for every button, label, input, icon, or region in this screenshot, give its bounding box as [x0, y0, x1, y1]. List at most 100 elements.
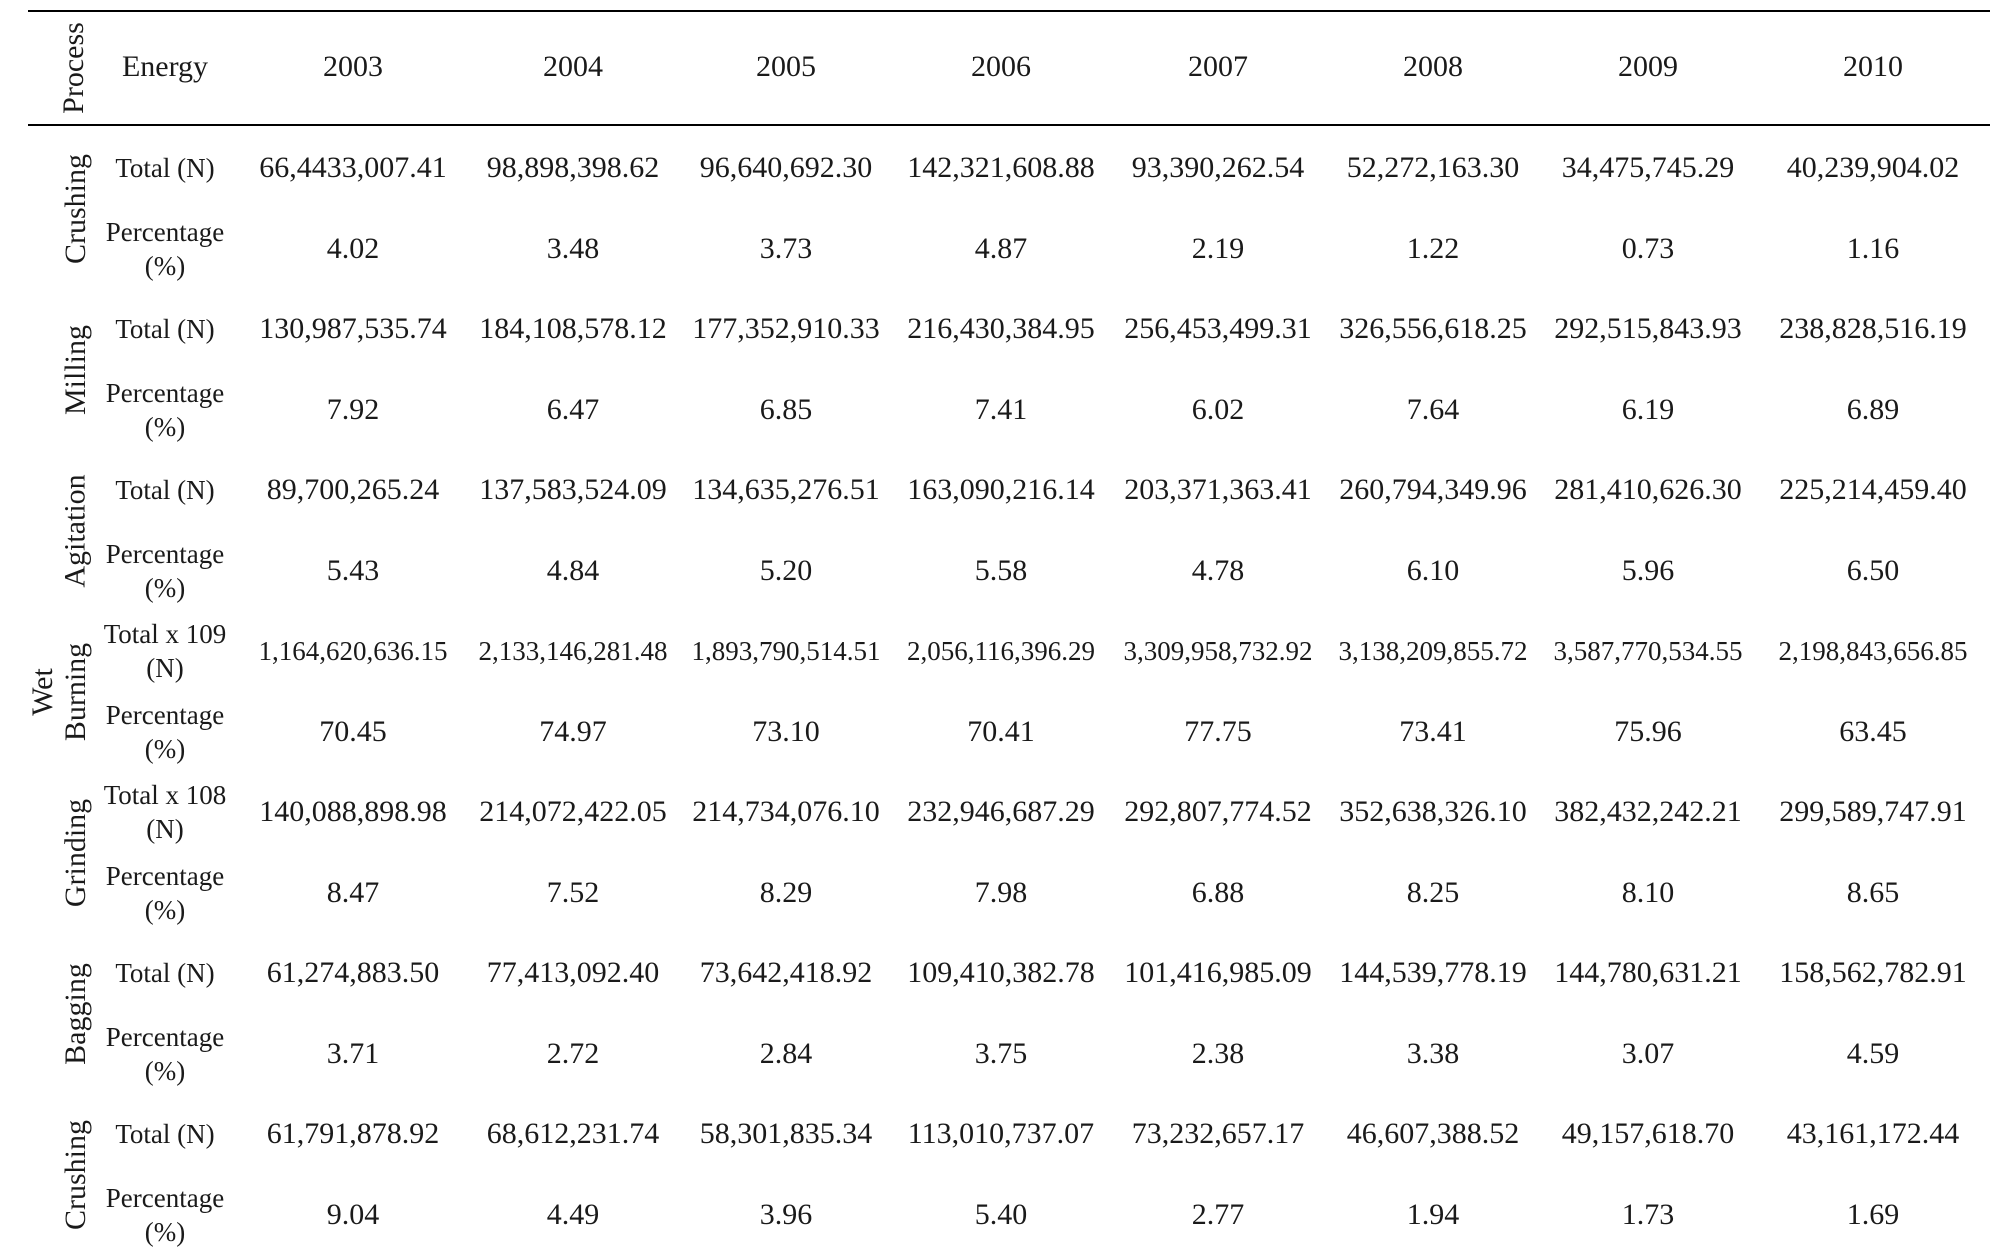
table-cell: 2.72	[468, 1014, 678, 1095]
table-cell: 6.50	[1758, 531, 1988, 612]
group-label: Wet	[28, 128, 58, 1255]
table-cell: 1.22	[1328, 209, 1538, 290]
process-label-3: Burning	[58, 611, 94, 772]
table-cell: 73.10	[681, 692, 891, 773]
energy-label: Percentage (%)	[100, 692, 230, 773]
energy-label: Total x 109 (N)	[100, 611, 230, 692]
table-cell: 5.20	[681, 531, 891, 612]
table-cell: 1.94	[1328, 1175, 1538, 1255]
table-cell: 2.19	[1113, 209, 1323, 290]
table-cell: 142,321,608.88	[896, 128, 1106, 209]
process-label-6: Crushing	[58, 1094, 94, 1255]
process-name: Grinding	[59, 798, 93, 906]
process-header: Process	[54, 14, 94, 122]
table-cell: 238,828,516.19	[1758, 289, 1988, 370]
table-cell: 2.84	[681, 1014, 891, 1095]
table-cell: 214,734,076.10	[681, 772, 891, 853]
table-cell: 2,198,843,656.85	[1758, 611, 1988, 692]
table-cell: 46,607,388.52	[1328, 1094, 1538, 1175]
table-cell: 8.29	[681, 853, 891, 934]
table-cell: 40,239,904.02	[1758, 128, 1988, 209]
table-cell: 93,390,262.54	[1113, 128, 1323, 209]
table-cell: 8.10	[1543, 853, 1753, 934]
table-cell: 96,640,692.30	[681, 128, 891, 209]
table-cell: 63.45	[1758, 692, 1988, 773]
table-cell: 49,157,618.70	[1543, 1094, 1753, 1175]
process-header-label: Process	[57, 22, 91, 114]
table-cell: 113,010,737.07	[896, 1094, 1106, 1175]
table-cell: 232,946,687.29	[896, 772, 1106, 853]
table-cell: 2,133,146,281.48	[468, 611, 678, 692]
energy-label: Total (N)	[100, 289, 230, 370]
table-cell: 43,161,172.44	[1758, 1094, 1988, 1175]
table-cell: 6.19	[1543, 370, 1753, 451]
table-cell: 281,410,626.30	[1543, 450, 1753, 531]
process-name: Agitation	[59, 474, 93, 587]
table-cell: 66,4433,007.41	[248, 128, 458, 209]
table-cell: 5.96	[1543, 531, 1753, 612]
table-cell: 144,539,778.19	[1328, 933, 1538, 1014]
process-name: Bagging	[59, 963, 93, 1065]
table-cell: 299,589,747.91	[1758, 772, 1988, 853]
table-cell: 8.65	[1758, 853, 1988, 934]
table-cell: 158,562,782.91	[1758, 933, 1988, 1014]
table-cell: 7.92	[248, 370, 458, 451]
table-cell: 3.38	[1328, 1014, 1538, 1095]
table-cell: 382,432,242.21	[1543, 772, 1753, 853]
table-cell: 140,088,898.98	[248, 772, 458, 853]
energy-label: Total (N)	[100, 450, 230, 531]
table-cell: 7.41	[896, 370, 1106, 451]
table-cell: 5.40	[896, 1175, 1106, 1255]
table-cell: 6.85	[681, 370, 891, 451]
table-cell: 326,556,618.25	[1328, 289, 1538, 370]
table-cell: 4.02	[248, 209, 458, 290]
energy-label: Percentage (%)	[100, 209, 230, 290]
year-header-7: 2010	[1758, 10, 1988, 124]
table-cell: 225,214,459.40	[1758, 450, 1988, 531]
table-cell: 203,371,363.41	[1113, 450, 1323, 531]
table-cell: 3.71	[248, 1014, 458, 1095]
process-label-1: Milling	[58, 289, 94, 450]
table-cell: 2.77	[1113, 1175, 1323, 1255]
table-cell: 137,583,524.09	[468, 450, 678, 531]
table-cell: 352,638,326.10	[1328, 772, 1538, 853]
table-cell: 3.48	[468, 209, 678, 290]
table-cell: 5.43	[248, 531, 458, 612]
year-header-2: 2005	[681, 10, 891, 124]
table-cell: 73,642,418.92	[681, 933, 891, 1014]
table-cell: 292,515,843.93	[1543, 289, 1753, 370]
table-cell: 6.88	[1113, 853, 1323, 934]
table-cell: 2.38	[1113, 1014, 1323, 1095]
year-header-1: 2004	[468, 10, 678, 124]
process-label-5: Bagging	[58, 933, 94, 1094]
table-cell: 214,072,422.05	[468, 772, 678, 853]
table-cell: 52,272,163.30	[1328, 128, 1538, 209]
process-name: Crushing	[59, 1119, 93, 1229]
table-cell: 7.98	[896, 853, 1106, 934]
table-cell: 77.75	[1113, 692, 1323, 773]
table-cell: 101,416,985.09	[1113, 933, 1323, 1014]
table-cell: 75.96	[1543, 692, 1753, 773]
table-cell: 177,352,910.33	[681, 289, 891, 370]
table-cell: 34,475,745.29	[1543, 128, 1753, 209]
year-header-5: 2008	[1328, 10, 1538, 124]
energy-label: Total x 108 (N)	[100, 772, 230, 853]
table-cell: 130,987,535.74	[248, 289, 458, 370]
table-cell: 3.96	[681, 1175, 891, 1255]
table-cell: 0.73	[1543, 209, 1753, 290]
table-cell: 58,301,835.34	[681, 1094, 891, 1175]
table-cell: 3,309,958,732.92	[1113, 611, 1323, 692]
table-cell: 7.64	[1328, 370, 1538, 451]
table-cell: 89,700,265.24	[248, 450, 458, 531]
table-cell: 184,108,578.12	[468, 289, 678, 370]
table-cell: 216,430,384.95	[896, 289, 1106, 370]
table-cell: 74.97	[468, 692, 678, 773]
table-cell: 144,780,631.21	[1543, 933, 1753, 1014]
table-cell: 68,612,231.74	[468, 1094, 678, 1175]
year-header-3: 2006	[896, 10, 1106, 124]
table-cell: 134,635,276.51	[681, 450, 891, 531]
table-cell: 9.04	[248, 1175, 458, 1255]
process-name: Burning	[59, 642, 93, 740]
year-header-0: 2003	[248, 10, 458, 124]
table-cell: 61,791,878.92	[248, 1094, 458, 1175]
